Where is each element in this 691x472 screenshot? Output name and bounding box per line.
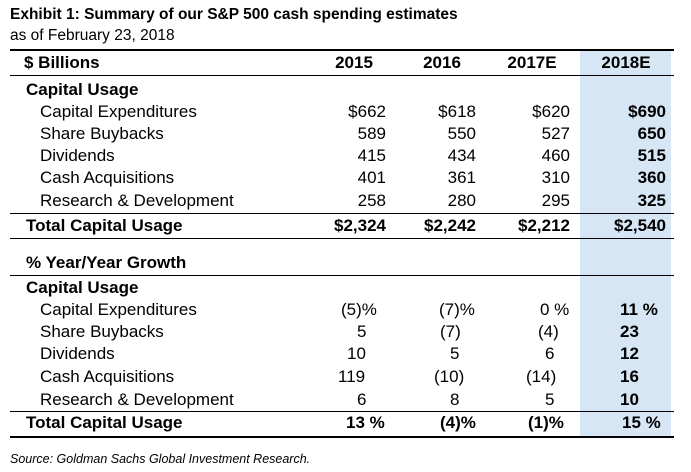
table-row: Capital Expenditures (5)% (7)% 0 % 11 %	[0, 299, 691, 321]
table-row: Share Buybacks 5 (7) (4) 23	[0, 321, 691, 343]
table-row: Research & Development 6 8 5 10	[0, 389, 691, 411]
cell: 258	[357, 191, 386, 210]
cell: 325	[637, 191, 666, 210]
table-row: Cash Acquisitions 119 (10) (14) 16	[0, 366, 691, 388]
cell: $2,540	[614, 216, 666, 235]
cell: (4)	[538, 322, 559, 341]
row-label: Capital Expenditures	[40, 300, 197, 319]
table-header-row: $ Billions 2015 2016 2017E 2018E	[0, 52, 691, 74]
top-rule	[10, 49, 674, 51]
row-label: Dividends	[40, 344, 115, 363]
cell: 6	[357, 390, 367, 409]
cell: 119	[338, 367, 366, 386]
cell: 16	[620, 367, 639, 386]
cell: 650	[637, 124, 666, 143]
cell: (10)	[434, 367, 465, 386]
table-row: Cash Acquisitions 401 361 310 360	[0, 167, 691, 189]
row-label: Capital Expenditures	[40, 102, 197, 121]
cell: $2,324	[334, 216, 386, 235]
row-label: Total Capital Usage	[26, 216, 183, 235]
cell: 415	[357, 146, 386, 165]
cell: 360	[637, 168, 666, 187]
cell: $662	[348, 102, 386, 121]
cell: $2,212	[518, 216, 570, 235]
bottom-rule	[10, 436, 674, 438]
cell: (7)	[440, 322, 461, 341]
total-row: Total Capital Usage 13 % (4)% (1)% 15 %	[0, 412, 691, 434]
cell: 295	[541, 191, 570, 210]
growth-header: % Year/Year Growth	[0, 252, 691, 274]
cell: 12	[620, 344, 639, 363]
cell: 527	[541, 124, 570, 143]
cell: 11 %	[620, 300, 658, 319]
cell: 310	[541, 168, 570, 187]
section-label-text: Capital Usage	[26, 278, 139, 297]
column-header: 2015	[335, 53, 373, 72]
cell: 15 %	[622, 413, 661, 432]
growth-header-text: % Year/Year Growth	[26, 253, 187, 272]
unit-label: $ Billions	[24, 53, 100, 72]
cell: 515	[637, 146, 666, 165]
cell: 401	[357, 168, 386, 187]
cell: 460	[541, 146, 570, 165]
table-row: Dividends 415 434 460 515	[0, 145, 691, 167]
cell: (4)%	[440, 413, 476, 432]
row-label: Share Buybacks	[40, 322, 164, 341]
cell: 5	[450, 344, 460, 363]
table-row: Research & Development 258 280 295 325	[0, 190, 691, 212]
row-label: Dividends	[40, 146, 115, 165]
cell: $620	[532, 102, 570, 121]
row-label: Total Capital Usage	[26, 413, 183, 432]
cell: (7)%	[439, 300, 475, 319]
row-label: Share Buybacks	[40, 124, 164, 143]
total-rule	[10, 411, 674, 412]
projection-column-highlight	[580, 50, 671, 436]
cell: 550	[447, 124, 476, 143]
row-label: Cash Acquisitions	[40, 168, 175, 187]
cell: $2,242	[424, 216, 476, 235]
cell: 280	[447, 191, 476, 210]
section-label: Capital Usage	[0, 79, 691, 101]
cell: $618	[438, 102, 476, 121]
cell: (1)%	[528, 413, 564, 432]
row-label: Cash Acquisitions	[40, 367, 175, 386]
cell: 5	[545, 390, 555, 409]
table-row: Capital Expenditures $662 $618 $620 $690	[0, 101, 691, 123]
cell: 13 %	[346, 413, 385, 432]
cell: (14)	[526, 367, 557, 386]
column-header: 2017E	[507, 53, 557, 72]
section-label: Capital Usage	[0, 277, 691, 299]
cell: 23	[620, 322, 639, 341]
cell: 6	[545, 344, 555, 363]
cell: $690	[628, 102, 666, 121]
cell: 361	[447, 168, 476, 187]
exhibit-title: Exhibit 1: Summary of our S&P 500 cash s…	[10, 6, 458, 23]
cell: 434	[447, 146, 476, 165]
cell: 10	[620, 390, 639, 409]
cell: (5)%	[341, 300, 377, 319]
cell: 10	[347, 344, 366, 363]
table-row: Share Buybacks 589 550 527 650	[0, 123, 691, 145]
column-header: 2018E	[601, 53, 651, 72]
total-row: Total Capital Usage $2,324 $2,242 $2,212…	[0, 215, 691, 237]
growth-header-underline	[10, 275, 674, 276]
column-header: 2016	[423, 53, 461, 72]
cell: 5	[357, 322, 367, 341]
exhibit-subtitle: as of February 23, 2018	[10, 27, 175, 44]
row-label: Research & Development	[40, 390, 234, 409]
cell: 8	[450, 390, 460, 409]
section-label-text: Capital Usage	[26, 80, 139, 99]
total-rule	[10, 213, 674, 214]
header-underline	[10, 75, 674, 76]
table-row: Dividends 10 5 6 12	[0, 343, 691, 365]
row-label: Research & Development	[40, 191, 234, 210]
cell: 0 %	[540, 300, 570, 319]
section-rule	[10, 238, 674, 239]
source-note: Source: Goldman Sachs Global Investment …	[10, 452, 311, 466]
cell: 589	[357, 124, 386, 143]
